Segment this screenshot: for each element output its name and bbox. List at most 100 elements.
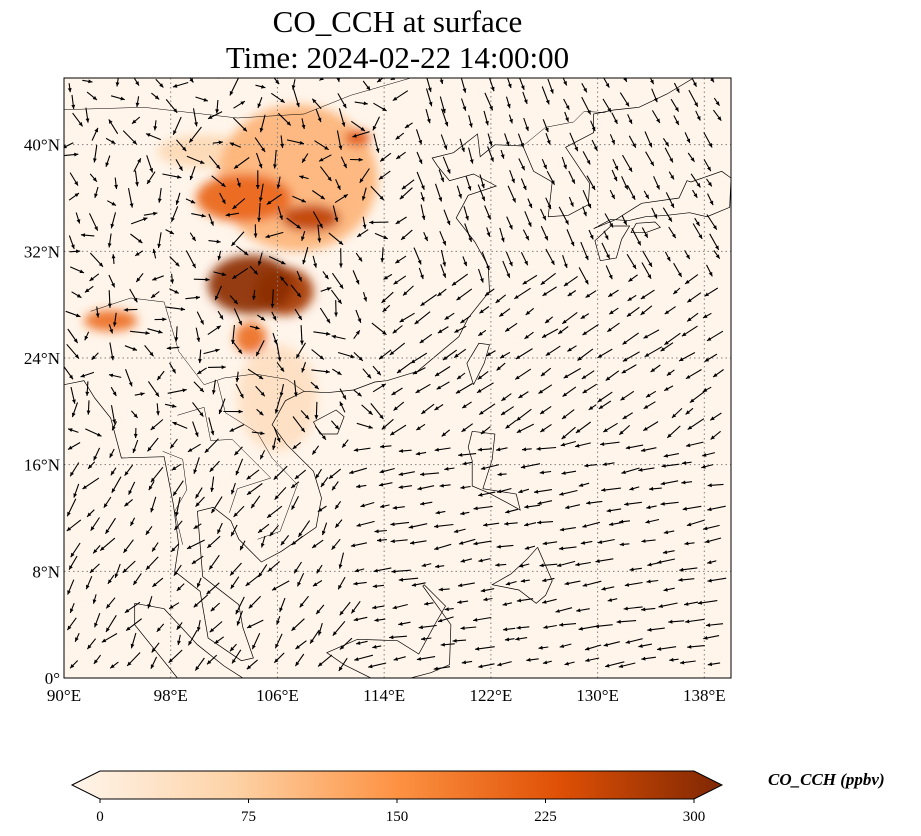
wind-arrow-head — [129, 203, 134, 208]
wind-arrow-head — [703, 526, 708, 531]
wind-arrow-head — [557, 563, 562, 567]
wind-arrow-head — [337, 299, 342, 304]
wind-arrow-head — [218, 409, 223, 414]
colorbar-title: CO_CCH (ppbv) — [768, 770, 885, 789]
wind-arrow-head — [434, 406, 439, 411]
longitude-tick-label: 106°E — [256, 686, 299, 705]
wind-arrow-head — [230, 571, 235, 576]
wind-arrow-head — [559, 492, 564, 496]
wind-arrow-head — [339, 645, 345, 650]
wind-arrow-head — [339, 263, 343, 268]
wind-arrow-head — [440, 177, 444, 182]
wind-arrow-head — [112, 322, 117, 327]
wind-arrow-head — [375, 148, 380, 153]
wind-arrow-head — [132, 347, 137, 351]
wind-arrow-head — [316, 609, 321, 615]
wind-arrow-head — [421, 563, 427, 567]
wind-arrow-head — [343, 194, 348, 199]
wind-arrow-head — [565, 505, 570, 510]
wind-arrow-head — [611, 139, 615, 145]
wind-arrow-head — [438, 197, 443, 202]
wind-arrow-head — [663, 453, 669, 458]
wind-arrow-head — [112, 425, 116, 431]
wind-arrow-head — [710, 435, 715, 440]
wind-arrow-head — [458, 583, 463, 588]
wind-arrow-head — [710, 416, 715, 421]
wind-arrow-head — [627, 297, 632, 301]
wind-arrow-head — [542, 292, 547, 296]
wind-arrow-head — [260, 391, 265, 397]
wind-arrow-head — [649, 486, 654, 491]
wind-arrow-head — [663, 530, 669, 535]
wind-arrow-head — [358, 157, 363, 162]
wind-arrow-head — [85, 391, 90, 396]
wind-arrow-head — [645, 194, 649, 199]
wind-arrow-head — [439, 483, 444, 488]
wind-arrow-head — [114, 573, 119, 578]
wind-arrow-head — [162, 317, 167, 322]
wind-arrow-head — [357, 318, 362, 323]
wind-arrow-head — [685, 410, 690, 415]
wind-arrow-head — [457, 600, 462, 604]
wind-arrow-head — [76, 249, 81, 254]
wind-arrow-head — [111, 282, 115, 288]
wind-arrow-head — [646, 579, 651, 584]
wind-arrow-head — [280, 276, 285, 281]
wind-arrow-head — [268, 567, 273, 572]
wind-arrow-head — [189, 138, 194, 143]
wind-arrow-head — [479, 309, 484, 314]
wind-arrow-head — [379, 469, 384, 474]
wind-arrow-head — [301, 124, 306, 129]
wind-arrow-head — [576, 608, 581, 613]
wind-arrow-head — [84, 288, 90, 293]
wind-arrow-head — [109, 453, 114, 458]
wind-arrow-head — [417, 486, 422, 491]
wind-arrow-head — [111, 254, 116, 259]
wind-arrow-head — [707, 337, 712, 341]
wind-arrow-head — [446, 169, 451, 174]
wind-arrow-head — [582, 524, 587, 528]
wind-arrow-head — [664, 387, 669, 391]
wind-arrow-head — [647, 274, 652, 279]
wind-arrow-head — [273, 339, 278, 345]
wind-arrow-head — [314, 384, 319, 390]
wind-arrow-head — [695, 221, 700, 226]
wind-arrow-head — [221, 182, 226, 187]
wind-arrow-head — [540, 280, 546, 285]
wind-arrow-head — [187, 545, 192, 549]
wind-arrow-head — [396, 155, 401, 159]
wind-arrow-head — [122, 568, 128, 573]
wind-arrow-head — [462, 461, 467, 466]
wind-arrow-head — [210, 607, 215, 612]
wind-arrow-head — [177, 175, 182, 179]
wind-arrow-head — [296, 353, 300, 359]
wind-arrow-head — [253, 270, 258, 275]
wind-arrow-head — [559, 546, 564, 551]
latitude-tick-label: 40°N — [24, 136, 60, 155]
wind-arrow-head — [339, 610, 344, 616]
wind-arrow-head — [520, 142, 524, 148]
wind-vector-layer — [64, 78, 727, 672]
wind-arrow-head — [207, 543, 212, 548]
wind-arrow-head — [272, 445, 276, 450]
wind-arrow-head — [88, 464, 93, 469]
wind-arrow-head — [353, 617, 359, 622]
wind-arrow-head — [451, 281, 457, 286]
wind-arrow-head — [155, 392, 159, 397]
wind-arrow-head — [435, 372, 440, 377]
wind-arrow-head — [460, 319, 465, 324]
wind-arrow-head — [477, 447, 482, 452]
wind-arrow-head — [208, 115, 213, 119]
country-border — [217, 380, 298, 540]
map-panel[interactable] — [0, 69, 732, 679]
wind-arrow-head — [650, 368, 656, 372]
wind-arrow-head — [681, 461, 687, 465]
wind-arrow-head — [582, 583, 588, 587]
wind-arrow-head — [312, 450, 317, 455]
wind-arrow-head — [442, 273, 446, 278]
wind-arrow-head — [483, 597, 488, 602]
wind-arrow-head — [586, 500, 591, 505]
wind-arrow-head — [465, 215, 469, 221]
wind-arrow-head — [110, 664, 115, 669]
wind-arrow-head — [174, 337, 179, 342]
